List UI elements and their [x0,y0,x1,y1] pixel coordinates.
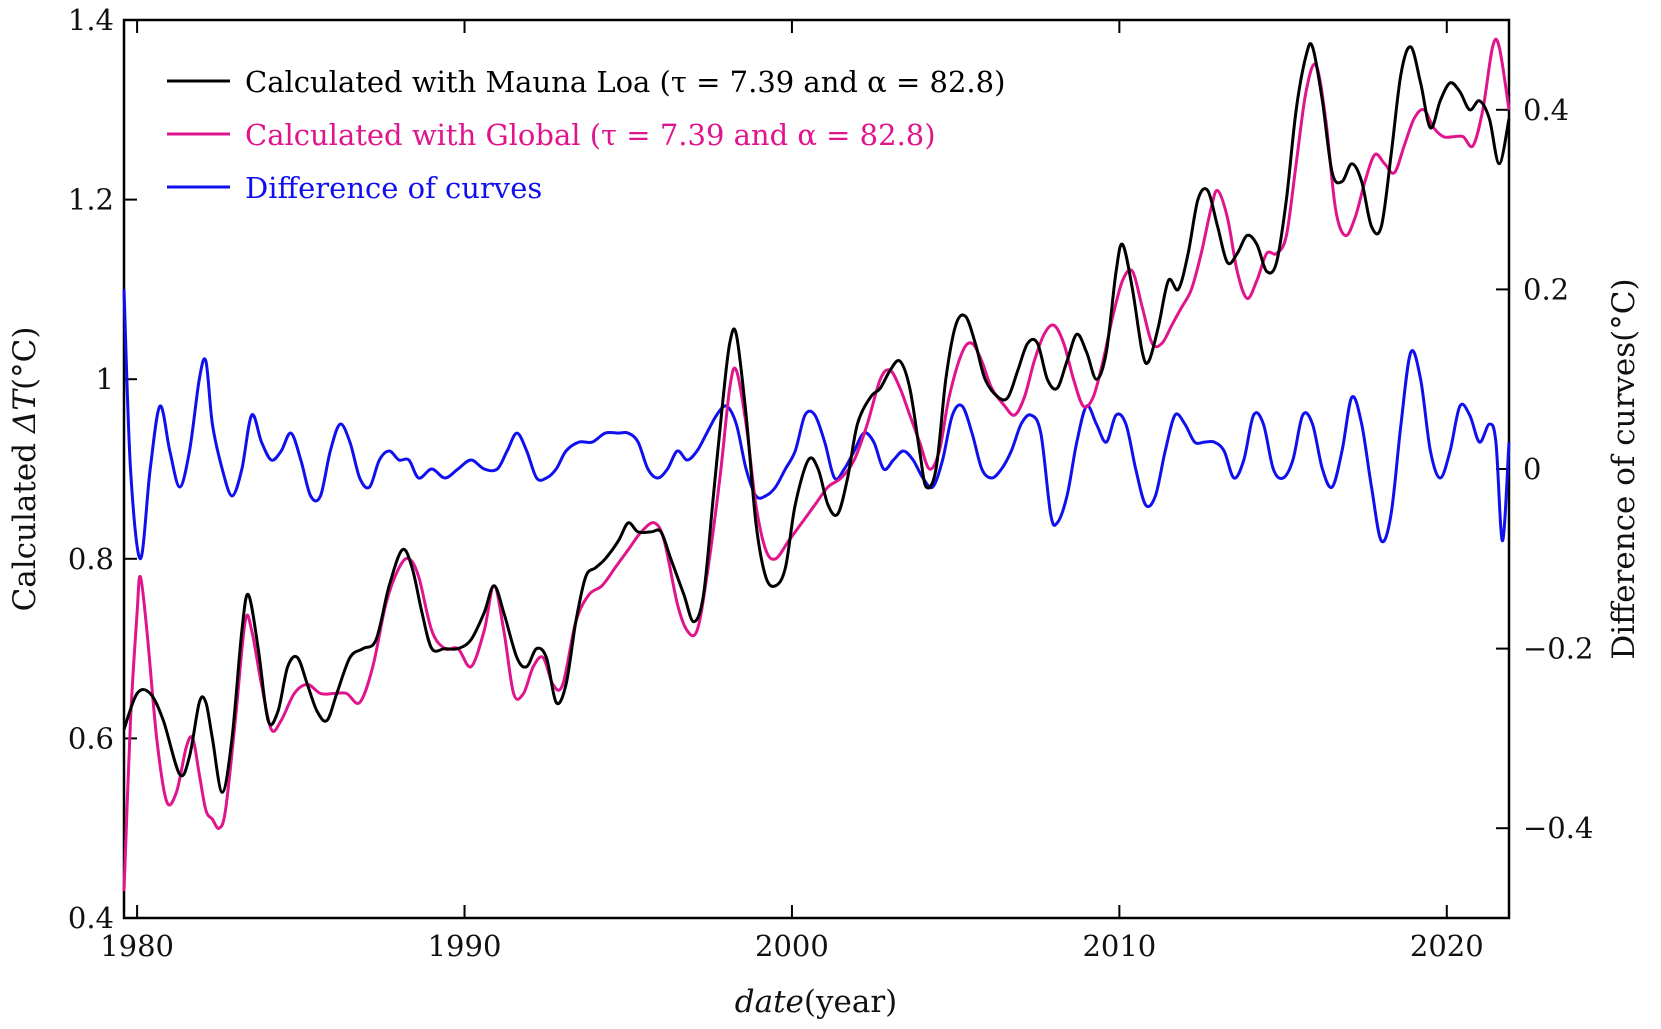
y-left-tick-label: 1 [96,362,114,396]
x-tick-label: 1990 [428,929,502,963]
y-right-tick-label: 0.4 [1523,93,1569,127]
series-line-calculated-with-mauna-loa-and [122,42,1511,794]
legend-label: Difference of curves [245,171,542,205]
y-left-tick-label: 1.2 [68,183,114,217]
ticks-layer: 1980 1990 2000 2010 2020 0.4 0.6 0.8 1 1.2 1.4 −0.4… [68,3,1594,963]
y-left-tick-label: 0.6 [68,721,114,755]
y-axis-right-label: Difference of curves(°C) [1606,278,1642,659]
y-right-tick-label: −0.2 [1523,632,1593,666]
x-axis-label: date(year) [735,984,898,1020]
y-right-tick-label: 0.2 [1523,272,1569,306]
x-tick-label: 2000 [755,929,829,963]
y-left-tick-label: 0.8 [68,542,114,576]
series-line-difference-of-curves [122,289,1511,561]
series-layer [122,37,1511,892]
y-axis-left-label-prefix: Calculated [7,433,43,611]
y-right-tick-label: 0 [1523,452,1541,486]
y-left-tick-label: 0.4 [68,901,114,935]
legend-label: Calculated with Global (τ = 7.39 and α =… [245,118,936,152]
series-line-calculated-with-global-and [122,37,1511,892]
x-tick-label: 1980 [100,929,174,963]
y-axis-left-label-suffix: (°C) [7,327,43,390]
y-axis-left-label-symbol: ΔT [7,388,43,434]
x-axis-label-unit: (year) [804,984,897,1020]
y-right-tick-label: −0.4 [1523,811,1593,845]
x-tick-label: 2010 [1082,929,1156,963]
legend: Calculated with Mauna Loa (τ = 7.39 and … [167,65,1005,205]
y-left-tick-label: 1.4 [68,3,114,37]
y-axis-left-label: Calculated ΔT(°C) [7,327,43,612]
legend-label: Calculated with Mauna Loa (τ = 7.39 and … [245,65,1005,99]
x-tick-label: 2020 [1410,929,1484,963]
x-axis-label-italic: date [735,984,804,1020]
